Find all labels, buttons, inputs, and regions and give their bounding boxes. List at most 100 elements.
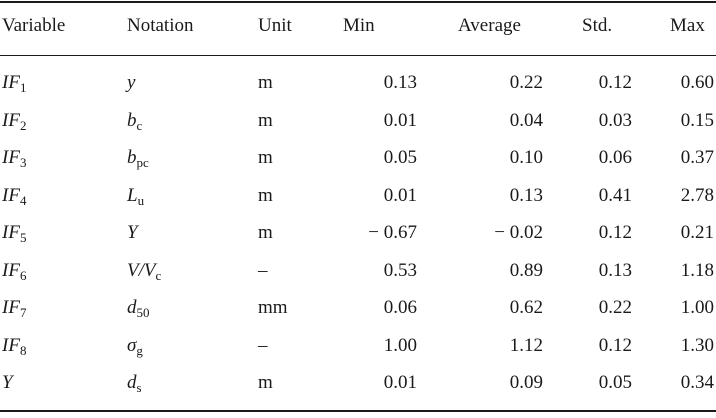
header-std: Std. [582,15,613,36]
cell-min-main: 0.01 [383,184,417,206]
cell-notation: σg [127,330,143,362]
cell-average-main: 1.12 [509,334,543,356]
cell-std: 0.41 [599,180,632,212]
cell-average: 0.09 [510,367,543,399]
cell-std: 0.06 [599,142,632,174]
cell-variable-main: IF [2,222,20,243]
cell-min-main: 0.06 [383,297,417,318]
cell-max-main: 1.18 [680,259,714,281]
cell-max-main: 1.30 [680,334,714,356]
cell-std-main: 0.22 [598,297,632,318]
cell-notation: ds [127,367,142,399]
cell-unit-main: – [258,259,268,281]
cell-std-main: 0.41 [598,184,632,206]
cell-variable-subscript: 2 [19,117,27,133]
cell-max-main: 0.21 [680,222,714,243]
cell-max-main: 0.15 [680,109,714,131]
cell-variable: IF4 [2,180,26,212]
cell-unit: m [258,180,273,212]
table-row: IF2 bc m 0.01 0.04 0.03 0.15 [0,105,716,137]
cell-max: 0.37 [681,142,714,174]
cell-min: 0.06 [384,292,417,324]
cell-variable: Y [2,367,13,399]
cell-unit: m [258,67,273,99]
cell-max: 0.15 [681,105,714,137]
cell-unit-main: m [258,372,273,393]
cell-unit-main: m [258,222,273,243]
table-row: IF4 Lu m 0.01 0.13 0.41 2.78 [0,180,716,212]
cell-unit-main: m [258,72,273,93]
cell-average: − 0.02 [494,217,543,249]
cell-average-main: − 0.02 [494,222,543,243]
cell-variable-subscript: 3 [19,155,27,170]
bottom-rule [0,410,716,412]
cell-unit-main: – [258,334,268,356]
header-rule [0,55,716,57]
cell-max-main: 0.34 [680,372,714,393]
cell-std-main: 0.13 [598,259,632,281]
cell-std-main: 0.12 [598,334,632,356]
table-row: IF1 y m 0.13 0.22 0.12 0.60 [0,67,716,99]
cell-min: 1.00 [384,330,417,362]
cell-max: 2.78 [681,180,714,212]
cell-min-main: 1.00 [383,334,417,356]
cell-unit-main: m [258,109,273,131]
cell-variable-main: IF [2,147,20,168]
cell-min-main: − 0.67 [368,222,417,243]
cell-average: 0.89 [510,255,543,287]
cell-average: 0.10 [510,142,543,174]
cell-min: 0.01 [384,105,417,137]
cell-variable-subscript: 1 [19,80,27,95]
cell-notation-main: b [127,109,137,131]
cell-unit: m [258,105,273,137]
cell-notation-subscript: 50 [136,305,150,320]
cell-max-main: 0.37 [680,147,714,168]
cell-notation: Lu [127,180,144,212]
cell-max: 1.30 [681,330,714,362]
cell-max-main: 1.00 [680,297,714,318]
cell-std: 0.03 [599,105,632,137]
cell-variable-main: IF [2,334,20,356]
cell-notation: Y [127,217,138,249]
cell-notation: y [127,67,135,99]
cell-average-main: 0.04 [509,109,543,131]
cell-average-main: 0.09 [509,372,543,393]
cell-notation-main: V/V [127,259,156,281]
cell-max: 0.21 [681,217,714,249]
header-min: Min [343,15,375,36]
cell-min: − 0.67 [368,217,417,249]
cell-std-main: 0.12 [598,222,632,243]
cell-unit: m [258,367,273,399]
cell-std: 0.12 [599,67,632,99]
cell-notation-main: d [127,372,137,393]
cell-variable-subscript: 6 [19,267,27,283]
header-average: Average [458,15,521,36]
cell-std: 0.13 [599,255,632,287]
cell-notation-subscript: pc [136,155,149,170]
cell-std: 0.05 [599,367,632,399]
cell-variable-subscript: 7 [19,305,27,320]
cell-average: 0.13 [510,180,543,212]
cell-notation-subscript: u [137,192,145,208]
cell-variable-subscript: 5 [19,230,27,245]
cell-max: 0.34 [681,367,714,399]
cell-min-main: 0.05 [383,147,417,168]
cell-variable: IF7 [2,292,26,324]
cell-variable: IF2 [2,105,26,137]
cell-average-main: 0.89 [509,259,543,281]
cell-unit: m [258,217,273,249]
cell-notation: bpc [127,142,149,174]
cell-unit-main: mm [258,297,288,318]
cell-std: 0.12 [599,330,632,362]
header-variable: Variable [2,15,66,36]
table-row: IF6 V/Vc – 0.53 0.89 0.13 1.18 [0,255,716,287]
cell-min: 0.53 [384,255,417,287]
cell-variable-main: IF [2,184,20,206]
cell-notation: bc [127,105,142,137]
cell-min: 0.05 [384,142,417,174]
cell-unit: – [258,330,268,362]
cell-variable-main: IF [2,297,20,318]
table-row: IF7 d50 mm 0.06 0.62 0.22 1.00 [0,292,716,324]
